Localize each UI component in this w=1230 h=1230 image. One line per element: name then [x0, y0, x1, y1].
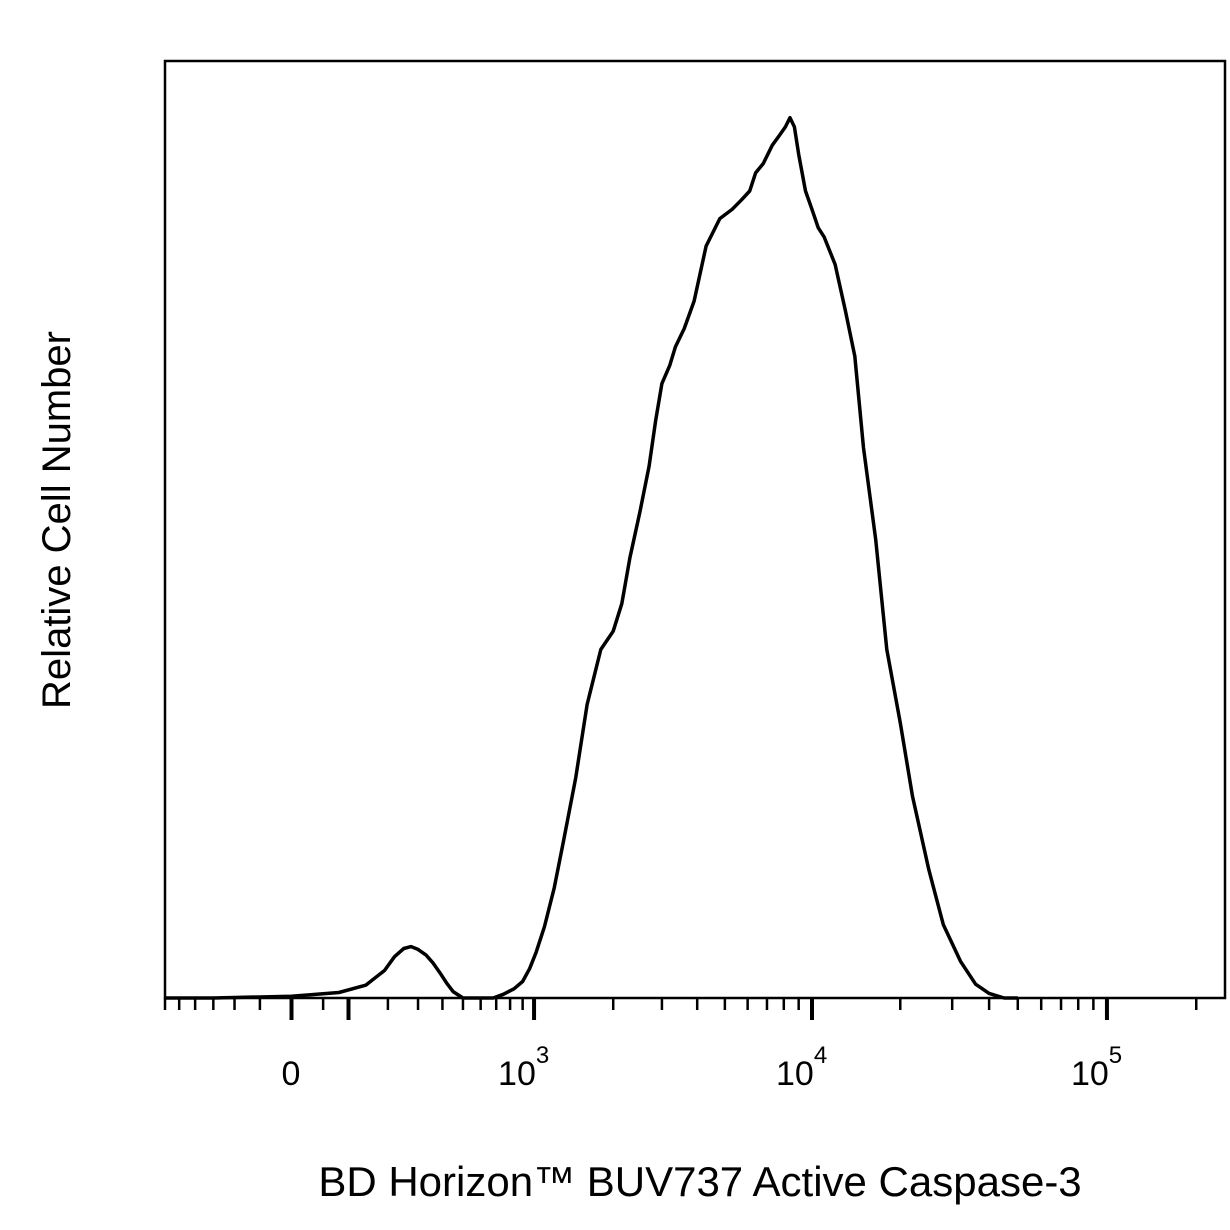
- x-axis-ticks: [163, 998, 1198, 1020]
- plot-frame: [163, 59, 1227, 1000]
- x-tick-label: 105: [1071, 1042, 1122, 1093]
- x-tick-label: 104: [776, 1042, 827, 1093]
- x-axis-tick-labels: 0 103 104 105: [282, 1042, 1123, 1093]
- y-axis-label: Relative Cell Number: [35, 331, 79, 709]
- x-tick-label: 0: [282, 1055, 301, 1093]
- histogram-line: [165, 115, 1018, 1000]
- x-axis-label: BD Horizon™ BUV737 Active Caspase-3: [318, 1158, 1081, 1205]
- x-tick-label: 103: [498, 1042, 549, 1093]
